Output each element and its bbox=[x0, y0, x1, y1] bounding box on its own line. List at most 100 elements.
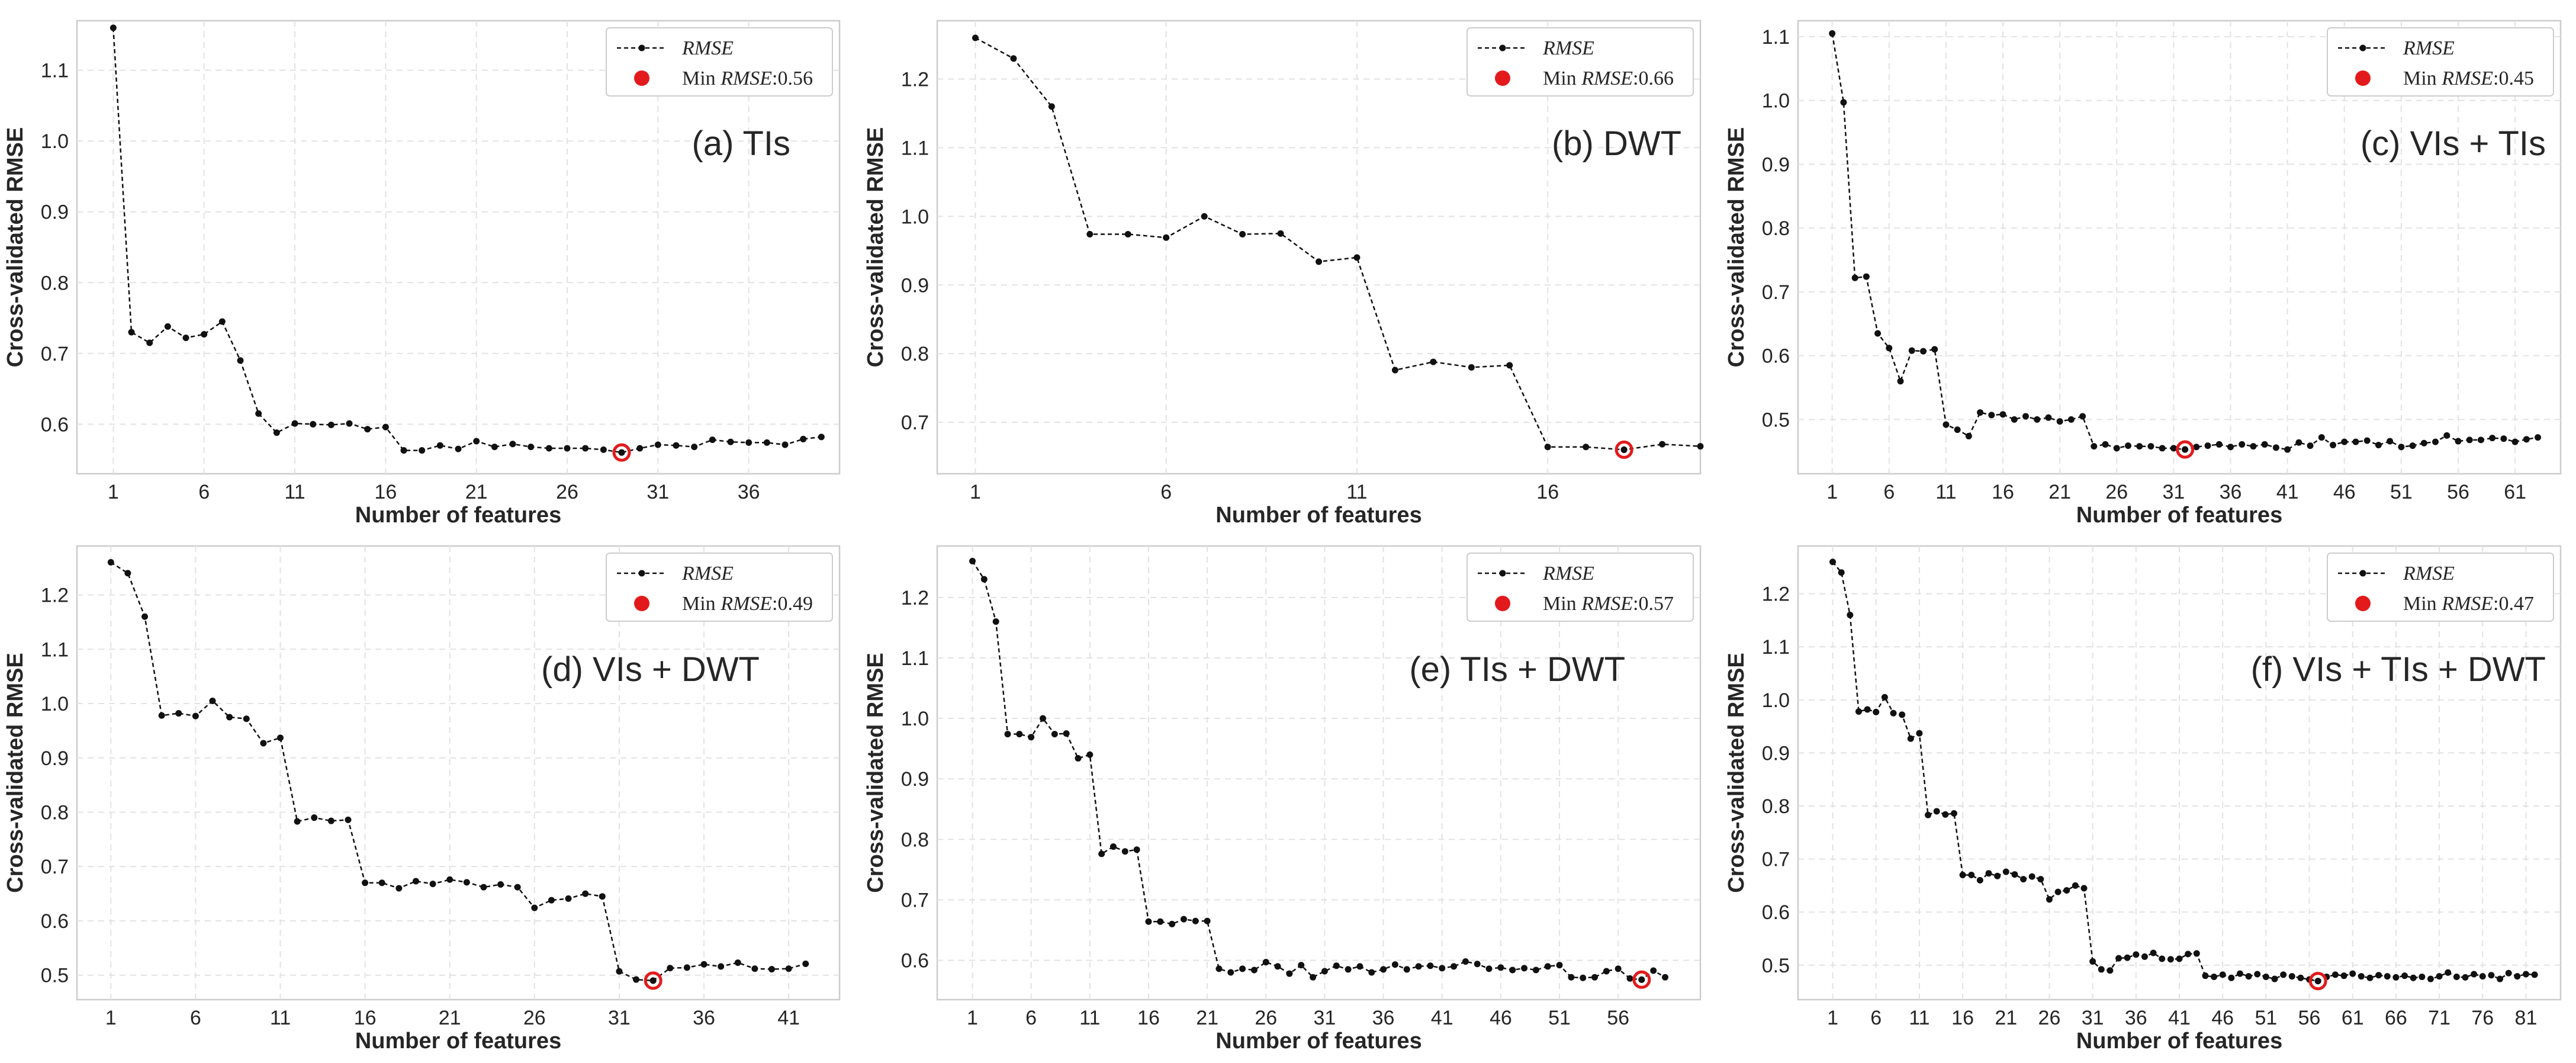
rmse-point bbox=[2297, 974, 2304, 981]
rmse-point bbox=[310, 420, 317, 428]
x-axis-label: Number of features bbox=[355, 503, 561, 528]
rmse-point bbox=[1855, 708, 1862, 715]
rmse-point bbox=[1583, 444, 1590, 451]
rmse-point bbox=[1109, 843, 1117, 850]
rmse-point bbox=[2443, 432, 2450, 439]
x-tick-label: 76 bbox=[2471, 1007, 2494, 1029]
x-tick-label: 21 bbox=[1995, 1007, 2017, 1029]
rmse-point bbox=[362, 879, 369, 887]
x-tick-label: 26 bbox=[556, 481, 578, 503]
rmse-point bbox=[1662, 974, 1669, 981]
x-tick-label: 1 bbox=[105, 1007, 117, 1029]
y-tick-label: 1.1 bbox=[901, 137, 929, 159]
legend-point-swatch bbox=[2359, 570, 2366, 577]
rmse-point bbox=[1063, 730, 1070, 737]
x-tick-label: 21 bbox=[439, 1007, 461, 1029]
rmse-point bbox=[1086, 751, 1094, 758]
rmse-point bbox=[1977, 409, 1984, 416]
legend-series-label: RMSE bbox=[681, 563, 734, 585]
rmse-point bbox=[751, 965, 758, 972]
rmse-point bbox=[473, 438, 480, 445]
rmse-point bbox=[2455, 438, 2462, 445]
x-tick-label: 46 bbox=[2333, 481, 2356, 503]
rmse-point bbox=[2445, 969, 2452, 976]
rmse-point bbox=[436, 442, 443, 449]
rmse-point bbox=[2185, 950, 2192, 958]
rmse-point bbox=[1985, 870, 1992, 877]
rmse-point bbox=[446, 876, 454, 883]
panel-annotation: (e) TIs + DWT bbox=[1409, 650, 1625, 689]
rmse-point bbox=[1274, 963, 1281, 970]
legend-box bbox=[606, 27, 833, 97]
rmse-point bbox=[463, 879, 470, 886]
rmse-point bbox=[1568, 974, 1575, 981]
rmse-point bbox=[2522, 971, 2529, 978]
legend-point-swatch bbox=[2359, 44, 2366, 52]
rmse-point bbox=[1204, 917, 1211, 924]
rmse-point bbox=[763, 439, 770, 446]
x-tick-label: 6 bbox=[1883, 481, 1895, 503]
y-tick-label: 0.9 bbox=[901, 274, 929, 297]
legend-min-label: Min RMSE:0.57 bbox=[1543, 593, 1674, 615]
rmse-point bbox=[800, 435, 807, 442]
rmse-point bbox=[1580, 974, 1587, 981]
rmse-point bbox=[1124, 230, 1131, 237]
rmse-point bbox=[2288, 973, 2295, 980]
rmse-point bbox=[1506, 362, 1513, 369]
rmse-point bbox=[2215, 441, 2223, 448]
x-tick-label: 21 bbox=[465, 481, 488, 503]
rmse-point bbox=[2250, 443, 2257, 450]
rmse-point bbox=[346, 420, 353, 427]
rmse-point bbox=[969, 558, 976, 565]
x-tick-label: 56 bbox=[1607, 1007, 1629, 1029]
rmse-point bbox=[2523, 436, 2530, 443]
x-tick-label: 51 bbox=[1548, 1007, 1571, 1029]
rmse-point bbox=[636, 445, 644, 452]
rmse-point bbox=[175, 710, 182, 717]
rmse-point bbox=[1897, 378, 1904, 385]
rmse-point bbox=[1659, 441, 1666, 448]
rmse-point bbox=[1899, 711, 1906, 718]
rmse-point bbox=[2358, 973, 2365, 980]
rmse-point bbox=[1039, 715, 1046, 722]
rmse-point bbox=[1391, 961, 1398, 968]
y-tick-label: 0.8 bbox=[41, 802, 69, 824]
rmse-point bbox=[2419, 973, 2426, 980]
legend-point-swatch bbox=[638, 570, 645, 577]
x-tick-label: 6 bbox=[1025, 1007, 1037, 1029]
min-rmse-marker bbox=[644, 971, 663, 990]
legend-point-swatch bbox=[1499, 44, 1506, 52]
x-tick-label: 56 bbox=[2298, 1007, 2321, 1029]
rmse-point bbox=[141, 613, 148, 620]
rmse-point bbox=[2045, 414, 2052, 421]
rmse-point bbox=[2150, 949, 2157, 956]
rmse-point bbox=[2239, 441, 2246, 448]
rmse-point bbox=[782, 441, 789, 448]
legend: RMSE Min RMSE:0.57 bbox=[1467, 553, 1694, 622]
legend-series-label: RMSE bbox=[1542, 37, 1594, 59]
rmse-point bbox=[107, 559, 114, 566]
y-tick-label: 0.6 bbox=[41, 413, 69, 436]
rmse-point bbox=[1999, 411, 2006, 418]
rmse-point bbox=[1239, 230, 1246, 237]
y-tick-label: 0.7 bbox=[1762, 849, 1790, 871]
rmse-point bbox=[412, 878, 419, 885]
rmse-point bbox=[182, 335, 189, 341]
rmse-point bbox=[1333, 962, 1340, 969]
rmse-point bbox=[1907, 735, 1914, 742]
y-axis-label: Cross-validated RMSE bbox=[1724, 653, 1749, 892]
rmse-point bbox=[1474, 961, 1481, 968]
rmse-point bbox=[1391, 367, 1398, 374]
rmse-point bbox=[700, 961, 707, 968]
rmse-point bbox=[243, 715, 250, 722]
min-rmse-marker bbox=[1632, 970, 1651, 989]
rmse-point bbox=[2349, 970, 2356, 977]
rmse-point bbox=[980, 576, 988, 583]
legend-min-label: Min RMSE:0.49 bbox=[682, 593, 813, 615]
x-tick-label: 21 bbox=[1196, 1007, 1218, 1029]
rmse-point bbox=[1916, 730, 1923, 737]
rmse-point bbox=[1521, 965, 1528, 972]
rmse-point bbox=[1829, 30, 1836, 37]
rmse-point bbox=[2072, 882, 2079, 889]
